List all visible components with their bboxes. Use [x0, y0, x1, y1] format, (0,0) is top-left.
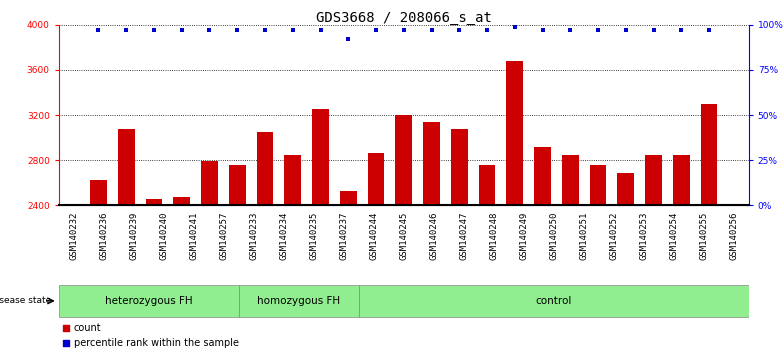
Text: GSM140237: GSM140237 — [339, 212, 348, 260]
Point — [120, 27, 132, 33]
Bar — [645, 155, 662, 354]
Text: GSM140232: GSM140232 — [69, 212, 78, 260]
Text: GSM140245: GSM140245 — [399, 212, 408, 260]
Bar — [256, 132, 274, 354]
Bar — [312, 109, 328, 354]
Point — [648, 27, 660, 33]
Text: GSM140251: GSM140251 — [579, 212, 588, 260]
Text: GSM140244: GSM140244 — [369, 212, 378, 260]
Text: GSM140256: GSM140256 — [729, 212, 739, 260]
Bar — [118, 129, 135, 354]
Point — [425, 27, 437, 33]
Point — [60, 325, 72, 330]
Point — [93, 27, 105, 33]
Point — [314, 27, 327, 33]
Bar — [285, 155, 301, 354]
Point — [592, 27, 604, 33]
Text: GSM140234: GSM140234 — [279, 212, 289, 260]
Text: homozygous FH: homozygous FH — [257, 296, 340, 306]
Bar — [701, 104, 717, 354]
Bar — [359, 285, 749, 317]
Bar — [173, 198, 190, 354]
Text: GSM140239: GSM140239 — [129, 212, 138, 260]
Text: GSM140248: GSM140248 — [489, 212, 499, 260]
Bar — [506, 61, 523, 354]
Text: heterozygous FH: heterozygous FH — [105, 296, 193, 306]
Point — [564, 27, 576, 33]
Bar — [673, 155, 690, 354]
Point — [231, 27, 244, 33]
Point — [397, 27, 410, 33]
Point — [370, 27, 383, 33]
Point — [203, 27, 216, 33]
Point — [536, 27, 549, 33]
Point — [481, 27, 493, 33]
Bar — [90, 181, 107, 354]
Bar — [201, 161, 218, 354]
Point — [509, 24, 521, 29]
Point — [147, 27, 160, 33]
Text: percentile rank within the sample: percentile rank within the sample — [74, 338, 239, 348]
Bar — [451, 129, 467, 354]
Point — [675, 27, 688, 33]
Bar — [618, 173, 634, 354]
Text: GSM140253: GSM140253 — [639, 212, 648, 260]
Bar — [59, 285, 239, 317]
Text: GSM140247: GSM140247 — [459, 212, 468, 260]
Point — [60, 341, 72, 346]
Bar — [368, 153, 384, 354]
Text: GSM140254: GSM140254 — [670, 212, 678, 260]
Text: GSM140249: GSM140249 — [519, 212, 528, 260]
Text: count: count — [74, 322, 102, 332]
Point — [619, 27, 632, 33]
Text: GSM140250: GSM140250 — [550, 212, 558, 260]
Text: GSM140252: GSM140252 — [609, 212, 619, 260]
Bar — [395, 115, 412, 354]
Text: GSM140240: GSM140240 — [159, 212, 169, 260]
Bar — [423, 122, 440, 354]
Text: disease state: disease state — [0, 296, 51, 306]
Point — [702, 27, 715, 33]
Text: GSM140257: GSM140257 — [220, 212, 228, 260]
Text: GSM140241: GSM140241 — [189, 212, 198, 260]
Bar — [146, 199, 162, 354]
Bar — [479, 165, 495, 354]
Point — [259, 27, 271, 33]
Bar — [562, 155, 579, 354]
Point — [453, 27, 466, 33]
Text: GSM140233: GSM140233 — [249, 212, 258, 260]
Point — [176, 27, 188, 33]
Text: GDS3668 / 208066_s_at: GDS3668 / 208066_s_at — [316, 11, 492, 25]
Text: GSM140255: GSM140255 — [699, 212, 708, 260]
Text: GSM140235: GSM140235 — [309, 212, 318, 260]
Bar — [229, 165, 245, 354]
Bar — [239, 285, 359, 317]
Bar — [534, 147, 551, 354]
Text: GSM140236: GSM140236 — [100, 212, 108, 260]
Point — [342, 36, 354, 42]
Text: control: control — [535, 296, 572, 306]
Bar — [340, 191, 357, 354]
Text: GSM140246: GSM140246 — [430, 212, 438, 260]
Bar — [590, 165, 606, 354]
Point — [286, 27, 299, 33]
